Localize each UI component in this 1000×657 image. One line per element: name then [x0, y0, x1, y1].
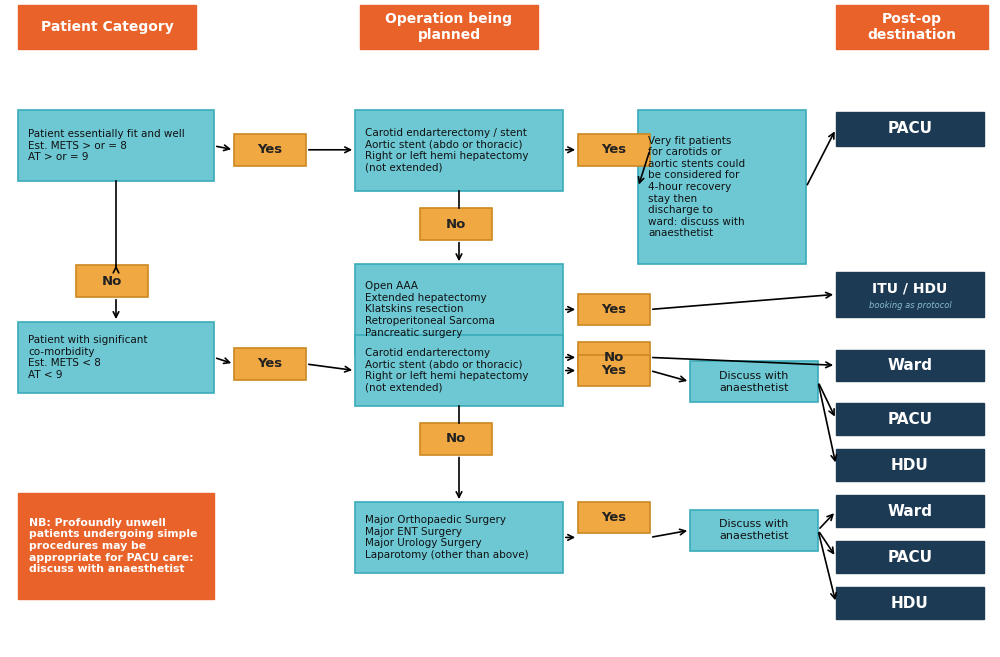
FancyBboxPatch shape [578, 342, 650, 373]
FancyBboxPatch shape [360, 5, 538, 49]
Text: Carotid endarterectomy / stent
Aortic stent (abdo or thoracic)
Right or left hem: Carotid endarterectomy / stent Aortic st… [365, 128, 528, 173]
FancyBboxPatch shape [234, 348, 306, 380]
Text: Yes: Yes [601, 303, 627, 316]
Text: Carotid endarterectomy
Aortic stent (abdo or thoracic)
Right or left hemi hepate: Carotid endarterectomy Aortic stent (abd… [365, 348, 528, 393]
FancyBboxPatch shape [355, 264, 563, 355]
FancyBboxPatch shape [76, 265, 148, 297]
FancyBboxPatch shape [690, 361, 818, 402]
FancyBboxPatch shape [18, 493, 214, 599]
Text: Patient Category: Patient Category [41, 20, 173, 34]
Text: PACU: PACU [888, 122, 932, 136]
Text: Post-op
destination: Post-op destination [867, 12, 956, 42]
Text: Yes: Yes [257, 357, 283, 371]
FancyBboxPatch shape [836, 495, 984, 527]
Text: ITU / HDU: ITU / HDU [872, 282, 948, 296]
FancyBboxPatch shape [836, 587, 984, 619]
FancyBboxPatch shape [638, 110, 806, 264]
FancyBboxPatch shape [836, 449, 984, 481]
FancyBboxPatch shape [355, 110, 563, 191]
FancyBboxPatch shape [18, 110, 214, 181]
FancyBboxPatch shape [836, 112, 984, 146]
Text: PACU: PACU [888, 412, 932, 426]
FancyBboxPatch shape [18, 322, 214, 393]
FancyBboxPatch shape [836, 350, 984, 381]
Text: Open AAA
Extended hepatectomy
Klatskins resection
Retroperitoneal Sarcoma
Pancre: Open AAA Extended hepatectomy Klatskins … [365, 281, 495, 338]
Text: Discuss with
anaesthetist: Discuss with anaesthetist [719, 371, 789, 392]
Text: PACU: PACU [888, 550, 932, 564]
Text: Discuss with
anaesthetist: Discuss with anaesthetist [719, 520, 789, 541]
Text: Ward: Ward [888, 504, 932, 518]
Text: No: No [446, 432, 466, 445]
FancyBboxPatch shape [420, 423, 492, 455]
Text: No: No [604, 351, 624, 364]
FancyBboxPatch shape [578, 355, 650, 386]
FancyBboxPatch shape [836, 5, 988, 49]
Text: Operation being
planned: Operation being planned [385, 12, 512, 42]
FancyBboxPatch shape [234, 134, 306, 166]
FancyBboxPatch shape [420, 208, 492, 240]
Text: Yes: Yes [601, 143, 627, 156]
FancyBboxPatch shape [355, 502, 563, 573]
Text: Very fit patients
for carotids or
aortic stents could
be considered for
4-hour r: Very fit patients for carotids or aortic… [648, 135, 745, 238]
FancyBboxPatch shape [18, 5, 196, 49]
Text: Ward: Ward [888, 358, 932, 373]
Text: NB: Profoundly unwell
patients undergoing simple
procedures may be
appropriate f: NB: Profoundly unwell patients undergoin… [29, 518, 197, 574]
Text: HDU: HDU [891, 596, 929, 610]
Text: Patient essentially fit and well
Est. METS > or = 8
AT > or = 9: Patient essentially fit and well Est. ME… [28, 129, 185, 162]
Text: No: No [102, 275, 122, 288]
Text: Major Orthopaedic Surgery
Major ENT Surgery
Major Urology Surgery
Laparotomy (ot: Major Orthopaedic Surgery Major ENT Surg… [365, 515, 529, 560]
Text: HDU: HDU [891, 458, 929, 472]
FancyBboxPatch shape [836, 272, 984, 317]
FancyBboxPatch shape [690, 510, 818, 551]
Text: No: No [446, 217, 466, 231]
Text: Yes: Yes [601, 364, 627, 377]
FancyBboxPatch shape [578, 502, 650, 533]
FancyBboxPatch shape [578, 134, 650, 166]
FancyBboxPatch shape [836, 541, 984, 573]
FancyBboxPatch shape [355, 335, 563, 406]
Text: Yes: Yes [601, 511, 627, 524]
Text: Patient with significant
co-morbidity
Est. METS < 8
AT < 9: Patient with significant co-morbidity Es… [28, 335, 148, 380]
FancyBboxPatch shape [836, 403, 984, 435]
Text: Yes: Yes [257, 143, 283, 156]
FancyBboxPatch shape [578, 294, 650, 325]
Text: booking as protocol: booking as protocol [869, 301, 951, 310]
